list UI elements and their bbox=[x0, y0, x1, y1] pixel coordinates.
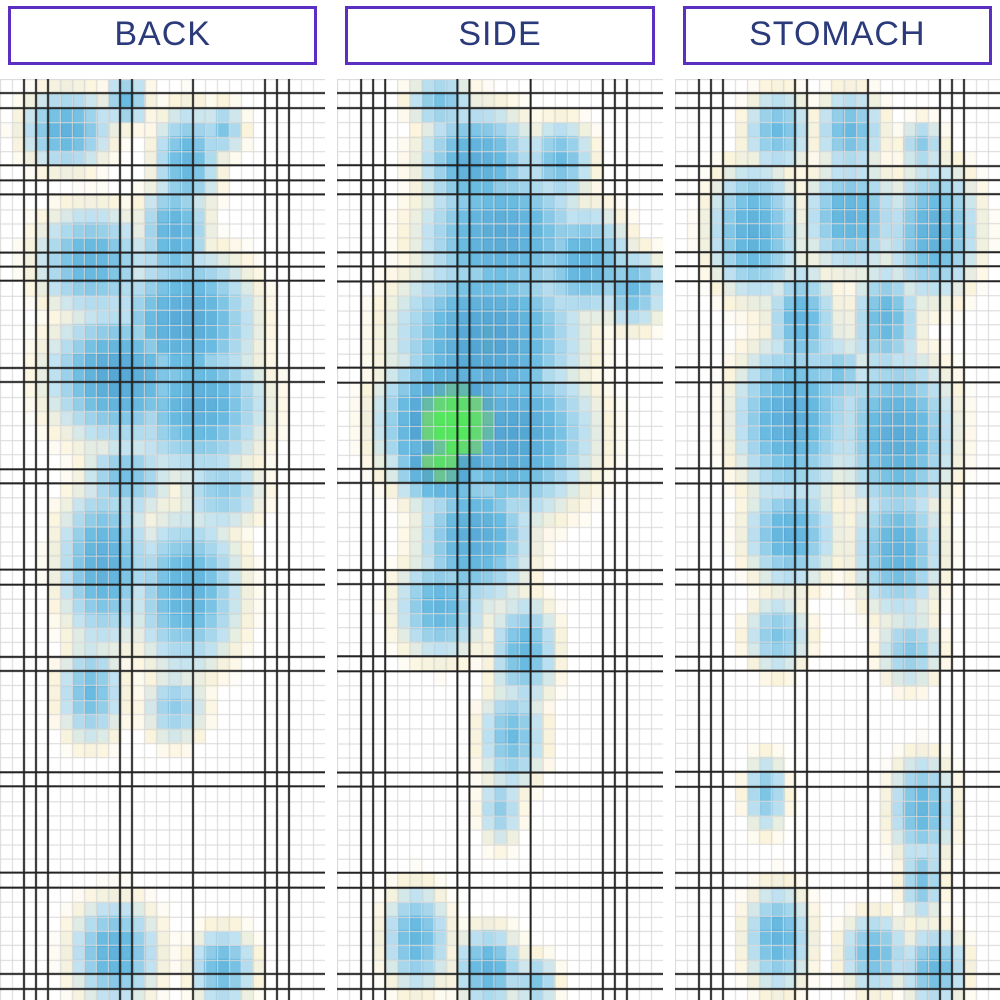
label-text: BACK bbox=[114, 15, 211, 53]
panels-row bbox=[0, 79, 1000, 1000]
heatmap-canvas bbox=[675, 79, 1000, 1000]
heatmap-canvas bbox=[337, 79, 662, 1000]
heatmap-canvas bbox=[0, 79, 325, 1000]
label-text: SIDE bbox=[458, 15, 541, 53]
heatmap-panel-back bbox=[0, 79, 325, 1000]
heatmap-panel-side bbox=[337, 79, 662, 1000]
label-text: STOMACH bbox=[749, 15, 925, 53]
labels-row: BACK SIDE STOMACH bbox=[0, 0, 1000, 79]
label-box-side: SIDE bbox=[345, 6, 654, 65]
label-box-back: BACK bbox=[8, 6, 317, 65]
heatmap-panel-stomach bbox=[675, 79, 1000, 1000]
pressure-map-figure: BACK SIDE STOMACH bbox=[0, 0, 1000, 1000]
label-box-stomach: STOMACH bbox=[683, 6, 992, 65]
